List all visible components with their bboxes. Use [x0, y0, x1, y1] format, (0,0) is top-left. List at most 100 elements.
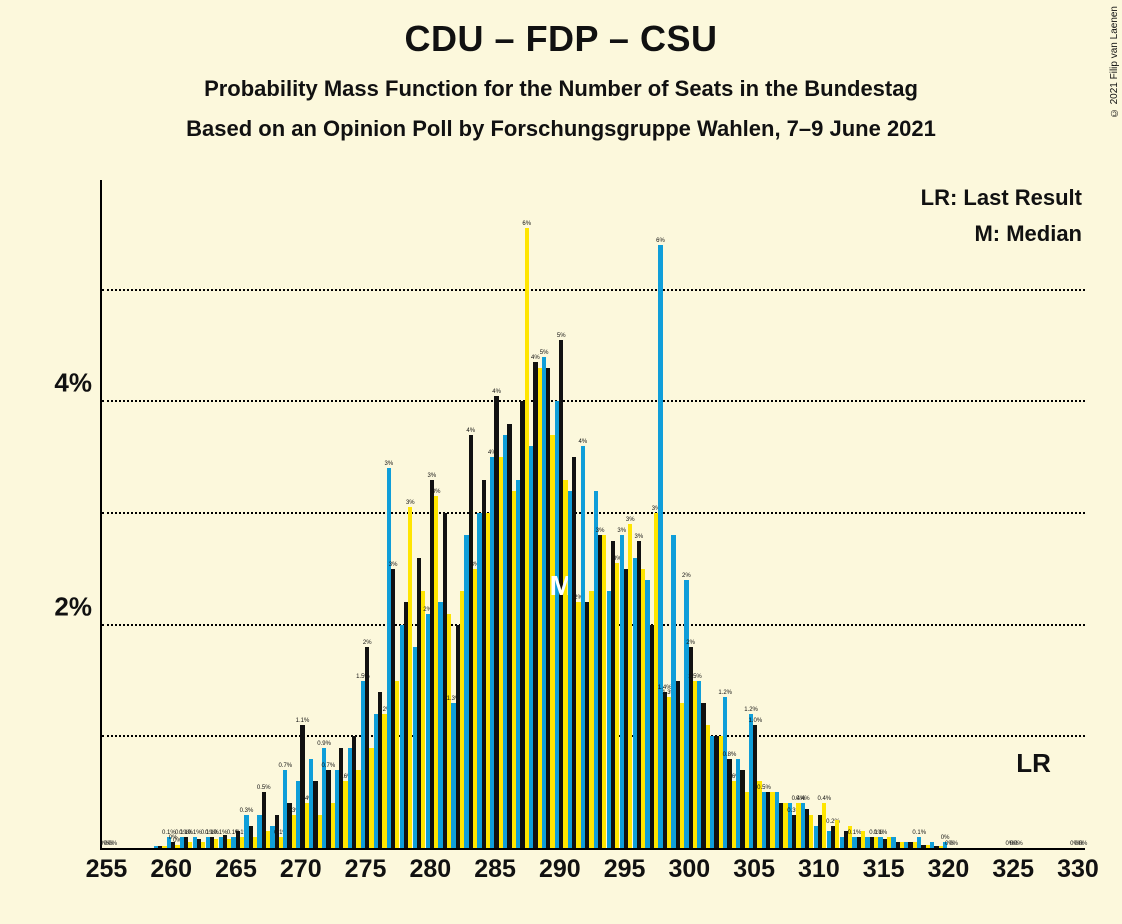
bar-group: [891, 837, 904, 848]
bar-value-label: 1.1%: [296, 718, 310, 724]
bar-value-label: 6%: [522, 221, 531, 227]
bar-value-label: 3%: [432, 489, 441, 495]
x-tick-slot: 260: [165, 855, 178, 895]
bar-value-label: 0.5%: [257, 785, 271, 791]
x-tick-slot: 285: [489, 855, 502, 895]
bar-group: 0.1%: [270, 815, 283, 849]
bar-group: 0.1%0.1%: [206, 837, 219, 848]
x-tick-slot: [838, 855, 851, 895]
bar-group: 2%: [568, 457, 581, 848]
bar-value-label: 2%: [686, 640, 695, 646]
x-tick-slot: 310: [812, 855, 825, 895]
chart-subtitle-1: Probability Mass Function for the Number…: [0, 76, 1122, 102]
x-tick-slot: 270: [294, 855, 307, 895]
x-tick-slot: 320: [942, 855, 955, 895]
x-tick-slot: 315: [877, 855, 890, 895]
bar-group: 0.4%: [801, 803, 814, 848]
bar-value-label: 0%: [1079, 841, 1088, 847]
bar-group: [736, 759, 749, 848]
y-tick-label: 2%: [54, 591, 92, 622]
bar-group: 0.1%0%0%: [167, 837, 180, 848]
bar-group: 3%: [645, 513, 658, 848]
bar-group: 4%4%: [490, 396, 503, 848]
x-tick-slot: [385, 855, 398, 895]
bar-value-label: 2%: [363, 640, 372, 646]
bar-value-label: 0%: [949, 841, 958, 847]
bar-group: 1.5%2%: [361, 647, 374, 848]
bar-group: 5%: [542, 357, 555, 848]
x-tick-slot: [126, 855, 139, 895]
bar-group: [438, 513, 451, 848]
bar-value-label: 3%: [617, 528, 626, 534]
bar-value-label: 1.0%: [748, 718, 762, 724]
bar-group: 1.3%: [451, 591, 464, 848]
bar-group: 3%: [632, 541, 645, 848]
x-tick-slot: [307, 855, 320, 895]
bar-group: 0.2%: [827, 820, 840, 848]
bar-value-label: 3%: [406, 500, 415, 506]
x-tick-slot: 325: [1007, 855, 1020, 895]
bar-value-label: 3%: [596, 528, 605, 534]
x-tick-slot: [372, 855, 385, 895]
x-tick-slot: 300: [683, 855, 696, 895]
x-tick-slot: [968, 855, 981, 895]
x-tick-slot: [113, 855, 126, 895]
bar-value-label: 3%: [389, 562, 398, 568]
x-tick-slot: 280: [424, 855, 437, 895]
x-tick-slot: [320, 855, 333, 895]
x-tick-slot: 265: [230, 855, 243, 895]
bar-group: 0.1%: [917, 837, 930, 848]
y-tick-label: 4%: [54, 368, 92, 399]
bar-value-label: 0%: [1014, 841, 1023, 847]
bar-group: [775, 792, 788, 848]
bar-value-label: 6%: [656, 238, 665, 244]
bar-group: 3%: [594, 491, 607, 848]
bar-group: [503, 424, 516, 848]
bar-value-label: 4%: [492, 389, 501, 395]
x-tick-slot: 305: [748, 855, 761, 895]
bar-group: [413, 558, 426, 848]
x-tick-slot: [450, 855, 463, 895]
bar-value-label: 3%: [428, 473, 437, 479]
x-tick-slot: 295: [618, 855, 631, 895]
bar-group: 0%0%0%: [943, 842, 956, 848]
bar-group: [710, 736, 723, 848]
x-tick-slot: [825, 855, 838, 895]
bar-value-label: 0.5%: [757, 785, 771, 791]
bar-group: 0.1%: [865, 837, 878, 848]
bar-group: 3%: [400, 507, 413, 848]
title-block: CDU – FDP – CSU Probability Mass Functio…: [0, 0, 1122, 142]
chart-title: CDU – FDP – CSU: [0, 18, 1122, 60]
bar-group: 6%1.4%1.3%: [658, 245, 671, 848]
x-tick-slot: 275: [359, 855, 372, 895]
bar-group: [904, 842, 917, 848]
bar-value-label: 4%: [466, 428, 475, 434]
x-tick-slot: [242, 855, 255, 895]
bar-value-label: 0.3%: [240, 808, 254, 814]
x-tick-slot: [579, 855, 592, 895]
bar-group: 5%M: [555, 340, 568, 848]
bar-group: 4%: [581, 446, 594, 848]
bar-value-label: 0%: [108, 841, 117, 847]
bar-group: 1.2%: [374, 692, 387, 848]
lr-marker: LR: [1016, 748, 1051, 779]
bar-group: 1.2%0.8%0.6%: [723, 697, 736, 848]
bar-group: [154, 846, 167, 848]
bar-group: 0.1%0.1%: [231, 831, 244, 848]
x-tick-slot: [955, 855, 968, 895]
bar-value-label: 4%: [531, 355, 540, 361]
x-tick-slot: [178, 855, 191, 895]
bar-group: 4%3%: [464, 435, 477, 848]
x-tick-slot: [1033, 855, 1046, 895]
bar-group: 2%2%1.5%: [684, 580, 697, 848]
x-tick-slot: [191, 855, 204, 895]
bar-value-label: 0.9%: [317, 741, 331, 747]
bar-value-label: 5%: [557, 333, 566, 339]
bar-group: 6%: [516, 228, 529, 848]
bar-group: 0.1%: [852, 831, 865, 848]
bar-group: [477, 480, 490, 849]
bar-group: 0.3%0.4%: [788, 803, 801, 848]
x-tick-slot: [255, 855, 268, 895]
copyright-text: © 2021 Filip van Laenen: [1109, 6, 1120, 118]
bar-value-label: 0.1%: [874, 830, 888, 836]
